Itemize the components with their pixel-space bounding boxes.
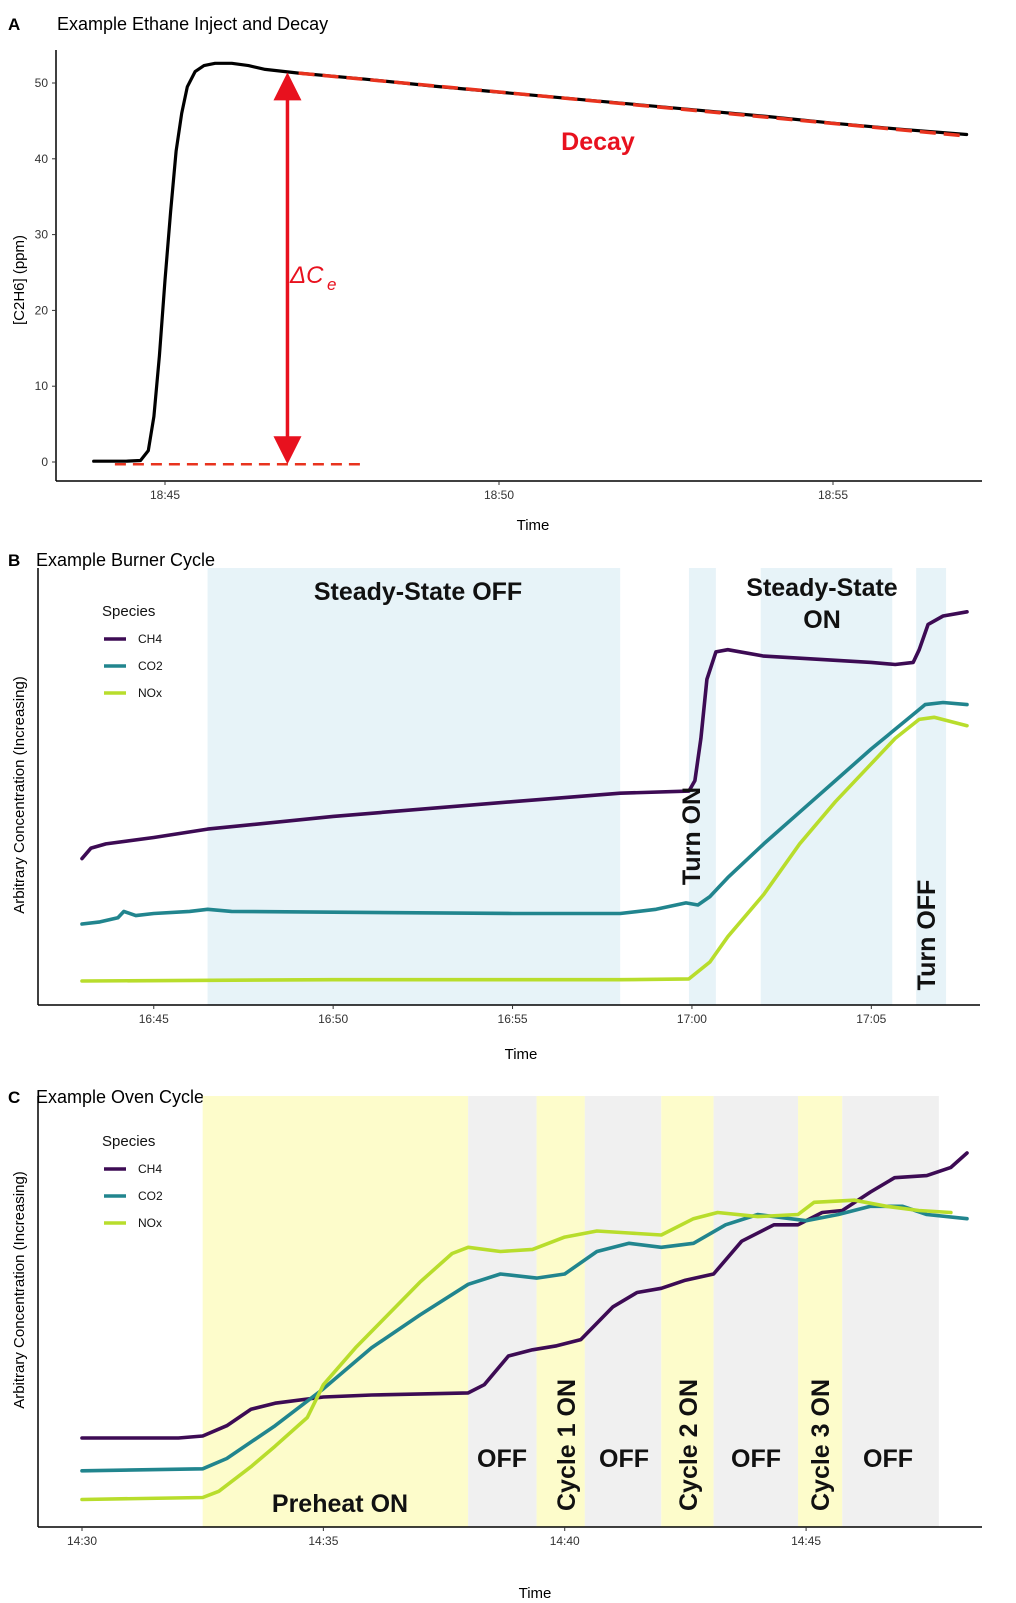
panel-a-annotations: Decay ΔC e bbox=[114, 71, 967, 466]
legend-label-co2: CO2 bbox=[138, 1189, 163, 1203]
panel-b-region-labels: Steady-State OFF Turn ON Steady-State ON Tur… bbox=[314, 574, 941, 990]
panel-b-legend: Species CH4 CO2 NOx bbox=[102, 603, 163, 700]
co2-line bbox=[80, 700, 969, 926]
panel-c-axes: 14:30 14:35 14:40 14:45 bbox=[37, 1096, 982, 1548]
shaded-region-8 bbox=[842, 1096, 939, 1527]
arrowhead-down bbox=[273, 436, 302, 465]
panel-c-x-label: Time bbox=[519, 1585, 552, 1602]
region-label-line-1: Steady-State bbox=[746, 574, 898, 602]
region-label-2: OFF bbox=[477, 1445, 527, 1473]
legend-title: Species bbox=[102, 603, 155, 620]
panel-a-letter: A bbox=[8, 15, 20, 34]
x-tick-label-3: 18:55 bbox=[818, 488, 848, 502]
y-tick-label-2: 10 bbox=[35, 379, 49, 393]
x-tick-label-5: 17:05 bbox=[856, 1012, 886, 1026]
nox-line bbox=[80, 715, 969, 983]
panel-a-axes: 18:45 18:50 18:55 0 10 20 30 40 50 bbox=[35, 50, 982, 502]
region-label-4: Turn OFF bbox=[913, 880, 941, 991]
x-tick-label-1: 14:30 bbox=[67, 1534, 97, 1548]
shaded-region-1 bbox=[207, 568, 621, 1005]
nox-line bbox=[80, 1198, 953, 1502]
x-tick-label-2: 16:50 bbox=[318, 1012, 348, 1026]
region-label-8: OFF bbox=[863, 1445, 913, 1473]
x-tick-label-3: 16:55 bbox=[498, 1012, 528, 1026]
x-tick-label-3: 14:40 bbox=[550, 1534, 580, 1548]
panel-b-letter: B bbox=[8, 551, 20, 570]
panel-a: A Example Ethane Inject and Decay Decay Δ… bbox=[8, 14, 982, 534]
shaded-region-3 bbox=[536, 1096, 585, 1527]
ch4-line bbox=[80, 1151, 969, 1440]
legend-title: Species bbox=[102, 1133, 155, 1150]
shaded-region-4 bbox=[584, 1096, 662, 1527]
panel-b: B Example Burner Cycle Steady-State OFF T… bbox=[8, 550, 980, 1063]
region-label-5: Cycle 2 ON bbox=[675, 1379, 703, 1511]
panel-c-legend: Species CH4 CO2 NOx bbox=[102, 1133, 163, 1230]
legend-label-nox: NOx bbox=[138, 686, 162, 700]
y-tick-label-1: 0 bbox=[41, 455, 48, 469]
arrowhead-up bbox=[273, 72, 302, 101]
panel-b-y-label: Arbitrary Concentration (Increasing) bbox=[11, 676, 28, 914]
panel-c-letter: C bbox=[8, 1088, 20, 1107]
ch4-line bbox=[80, 610, 969, 861]
x-tick-label-4: 17:00 bbox=[677, 1012, 707, 1026]
x-tick-label-1: 16:45 bbox=[139, 1012, 169, 1026]
delta-c-subscript: e bbox=[327, 275, 336, 294]
panel-b-axes: 16:45 16:50 16:55 17:00 17:05 bbox=[37, 568, 980, 1026]
panel-c-region-labels: Preheat ON OFF Cycle 1 ON OFF Cycle 2 ON OFF C… bbox=[272, 1379, 913, 1518]
decay-fit-dashed-line bbox=[298, 71, 967, 138]
region-label-3: Cycle 1 ON bbox=[553, 1379, 581, 1511]
panel-b-title: Example Burner Cycle bbox=[36, 550, 215, 570]
panel-c: C Example Oven Cycle Preheat ON OFF Cycle … bbox=[8, 1087, 982, 1602]
region-label-line-2: ON bbox=[803, 606, 841, 634]
legend-label-ch4: CH4 bbox=[138, 632, 162, 646]
region-label-4: OFF bbox=[599, 1445, 649, 1473]
x-tick-label-2: 14:35 bbox=[308, 1534, 338, 1548]
decay-label: Decay bbox=[561, 128, 635, 156]
y-tick-label-4: 30 bbox=[35, 228, 49, 242]
region-label-1: Preheat ON bbox=[272, 1490, 408, 1518]
series-1-line bbox=[92, 61, 969, 463]
panel-b-x-label: Time bbox=[505, 1046, 538, 1063]
y-tick-label-5: 40 bbox=[35, 152, 49, 166]
delta-c-label: ΔC bbox=[289, 262, 324, 289]
y-tick-label-3: 20 bbox=[35, 303, 49, 317]
shaded-region-2 bbox=[468, 1096, 537, 1527]
region-label-1: Steady-State OFF bbox=[314, 578, 522, 606]
panel-a-series bbox=[92, 61, 969, 463]
panel-c-shaded-regions bbox=[202, 1096, 939, 1527]
shaded-region-7 bbox=[798, 1096, 843, 1527]
shaded-region-6 bbox=[713, 1096, 799, 1527]
region-label-6: OFF bbox=[731, 1445, 781, 1473]
panel-c-y-label: Arbitrary Concentration (Increasing) bbox=[11, 1171, 28, 1409]
region-label-2: Turn ON bbox=[678, 787, 706, 885]
legend-label-nox: NOx bbox=[138, 1216, 162, 1230]
panel-a-title: Example Ethane Inject and Decay bbox=[57, 14, 328, 34]
panel-b-series bbox=[80, 610, 969, 983]
legend-label-ch4: CH4 bbox=[138, 1162, 162, 1176]
panel-c-title: Example Oven Cycle bbox=[36, 1087, 204, 1107]
x-tick-label-1: 18:45 bbox=[150, 488, 180, 502]
x-tick-label-4: 14:45 bbox=[791, 1534, 821, 1548]
shaded-region-5 bbox=[661, 1096, 714, 1527]
x-tick-label-2: 18:50 bbox=[484, 488, 514, 502]
region-label-7: Cycle 3 ON bbox=[807, 1379, 835, 1511]
panel-c-series bbox=[80, 1151, 969, 1502]
region-label-3: Steady-State ON bbox=[746, 574, 898, 634]
legend-label-co2: CO2 bbox=[138, 659, 163, 673]
co2-line bbox=[80, 1204, 969, 1473]
panel-a-x-label: Time bbox=[517, 517, 550, 534]
panel-a-y-label: [C2H6] (ppm) bbox=[11, 235, 28, 325]
y-tick-label-6: 50 bbox=[35, 76, 49, 90]
